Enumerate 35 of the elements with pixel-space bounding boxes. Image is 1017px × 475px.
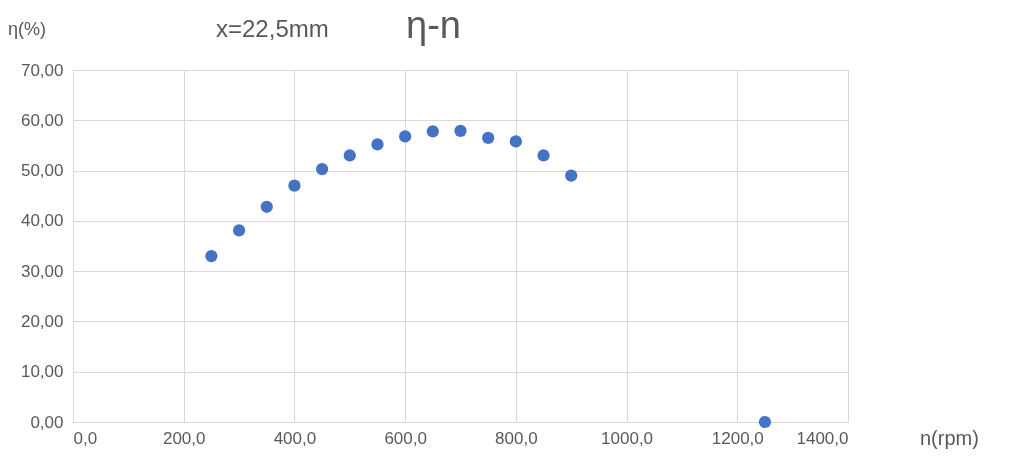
point	[288, 179, 301, 192]
y-tick-label: 40,00	[20, 211, 64, 231]
y-tick-label: 70,00	[20, 60, 64, 80]
y-tick-label: 10,00	[20, 362, 64, 382]
point	[482, 131, 495, 144]
point	[232, 224, 246, 237]
point	[205, 249, 218, 263]
x-tick-label: 400,0	[273, 428, 317, 448]
x-axis-title: n(rpm)	[920, 427, 979, 449]
y-tick-label: 60,00	[20, 110, 64, 130]
point	[758, 415, 772, 429]
x-tick-label: 1400,0	[796, 428, 849, 448]
text: x=22,5mm	[216, 15, 329, 42]
chart-title: η-n	[406, 4, 461, 46]
x-tick-label: 200,0	[162, 428, 206, 448]
y-tick-label: 50,00	[20, 161, 64, 181]
x-tick-label: 600,0	[384, 428, 427, 448]
y-axis-title: η(%)	[8, 19, 47, 39]
point	[371, 138, 384, 151]
point	[509, 135, 522, 148]
y-tick-label: 0,00	[30, 412, 64, 432]
x-tick-label: 800,0	[495, 428, 538, 448]
x-tick-label: 1000,0	[601, 428, 654, 448]
y-tick-label: 30,00	[20, 261, 64, 281]
x-tick-label: 1200,0	[711, 428, 764, 448]
y-tick-label: 20,00	[20, 311, 64, 331]
point	[315, 162, 329, 176]
point	[343, 149, 356, 162]
x-tick-label: 0,0	[73, 428, 98, 448]
point	[399, 130, 412, 143]
point	[260, 200, 273, 213]
point	[537, 149, 550, 162]
point	[565, 169, 578, 182]
point	[426, 125, 439, 138]
point	[454, 124, 467, 137]
